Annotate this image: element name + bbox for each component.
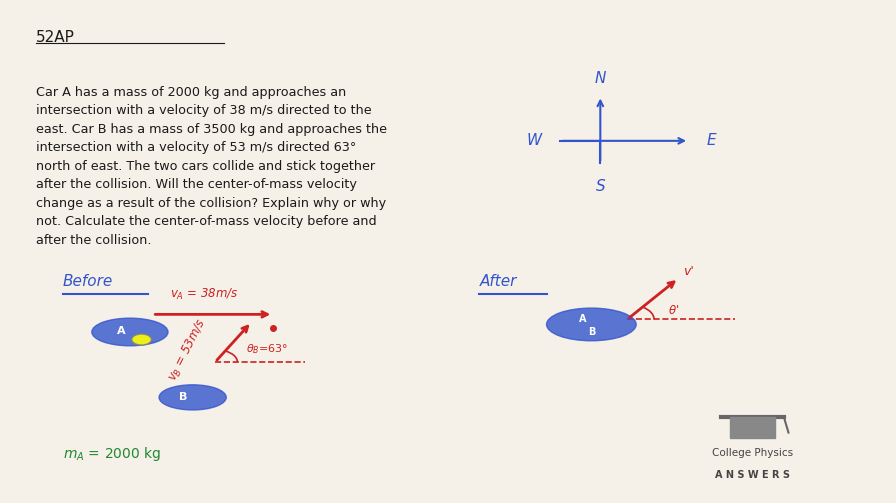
Text: $\theta_B$=63$\degree$: $\theta_B$=63$\degree$ — [246, 343, 289, 356]
Text: A N S W E R S: A N S W E R S — [715, 470, 790, 480]
Text: Car A has a mass of 2000 kg and approaches an
intersection with a velocity of 38: Car A has a mass of 2000 kg and approach… — [36, 86, 387, 246]
FancyBboxPatch shape — [730, 417, 775, 438]
Text: A: A — [116, 326, 125, 336]
Text: $\theta$': $\theta$' — [668, 304, 679, 317]
Text: B: B — [179, 392, 188, 402]
Ellipse shape — [132, 334, 151, 345]
Text: E: E — [707, 133, 717, 148]
Text: After: After — [479, 274, 517, 289]
Text: S: S — [596, 179, 605, 194]
Text: B: B — [588, 327, 595, 337]
Text: A: A — [579, 314, 586, 324]
Text: v': v' — [683, 265, 694, 278]
Text: 52AP: 52AP — [36, 30, 74, 45]
Text: College Physics: College Physics — [712, 448, 793, 458]
Ellipse shape — [91, 318, 168, 346]
Text: $v_A$ = 38m/s: $v_A$ = 38m/s — [170, 287, 238, 302]
Text: W: W — [527, 133, 542, 148]
Text: Before: Before — [63, 274, 113, 289]
Text: N: N — [595, 70, 606, 86]
Ellipse shape — [159, 385, 226, 410]
Text: $v_B$ = 53m/s: $v_B$ = 53m/s — [166, 316, 211, 383]
Text: $m_A$ = 2000 kg: $m_A$ = 2000 kg — [63, 445, 161, 463]
Ellipse shape — [547, 308, 636, 341]
